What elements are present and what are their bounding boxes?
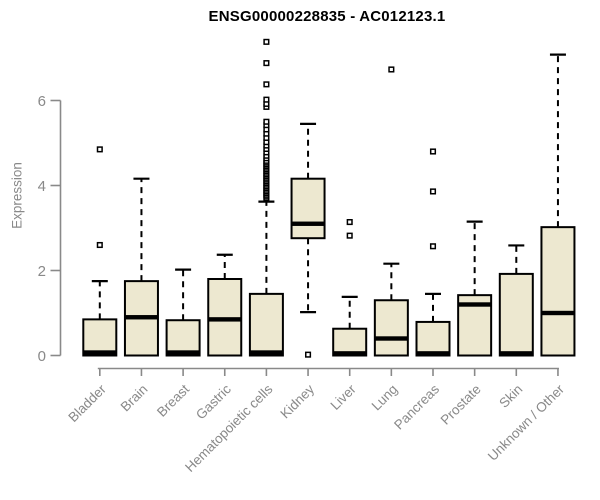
box-pancreas bbox=[415, 320, 451, 357]
x-category-label: Unknown / Other bbox=[485, 381, 568, 464]
x-category-label: Lung bbox=[369, 382, 401, 414]
x-category-label: Liver bbox=[328, 381, 360, 413]
outlier-point-liver bbox=[346, 232, 353, 239]
median-liver bbox=[333, 351, 367, 356]
x-category-label: Prostate bbox=[438, 382, 484, 428]
median-bladder bbox=[83, 350, 117, 355]
median-unknown-other bbox=[541, 310, 575, 316]
outlier-point-hematopoietic-cells bbox=[263, 118, 270, 125]
median-skin bbox=[499, 351, 533, 356]
x-category-label: Breast bbox=[154, 381, 192, 419]
outlier-point-pancreas bbox=[429, 148, 437, 155]
outlier-point-pancreas bbox=[429, 243, 437, 250]
outlier-point-kidney bbox=[305, 351, 312, 358]
median-lung bbox=[374, 336, 408, 341]
y-tick-label: 6 bbox=[38, 93, 46, 110]
y-tick-label: 2 bbox=[38, 263, 46, 280]
median-brain bbox=[124, 315, 158, 320]
outlier-point-hematopoietic-cells bbox=[263, 81, 270, 88]
y-tick-label: 0 bbox=[38, 348, 46, 365]
box-liver bbox=[332, 327, 368, 357]
box-kidney bbox=[290, 177, 326, 240]
median-prostate bbox=[458, 302, 492, 307]
median-hematopoietic-cells bbox=[249, 350, 283, 355]
x-category-label: Bladder bbox=[65, 381, 109, 425]
x-category-label: Pancreas bbox=[391, 381, 442, 432]
outlier-point-liver bbox=[346, 219, 353, 226]
outlier-point-bladder bbox=[96, 241, 103, 249]
median-gastric bbox=[208, 317, 242, 322]
box-unknown-other bbox=[540, 226, 576, 357]
outlier-point-hematopoietic-cells bbox=[263, 96, 270, 103]
outlier-point-pancreas bbox=[429, 188, 437, 195]
median-pancreas bbox=[416, 351, 450, 356]
x-category-label: Skin bbox=[496, 382, 525, 411]
x-category-label: Kidney bbox=[277, 381, 317, 421]
median-kidney bbox=[291, 221, 325, 226]
y-tick-label: 4 bbox=[38, 178, 46, 195]
outlier-point-lung bbox=[388, 66, 395, 73]
box-bladder bbox=[82, 318, 118, 357]
box-hematopoietic-cells bbox=[248, 292, 284, 357]
box-lung bbox=[373, 299, 409, 357]
x-category-label: Gastric bbox=[193, 381, 234, 422]
median-breast bbox=[166, 350, 200, 355]
chart-title: ENSG00000228835 - AC012123.1 bbox=[208, 8, 446, 25]
outlier-point-hematopoietic-cells bbox=[263, 38, 270, 45]
outlier-point-hematopoietic-cells bbox=[263, 60, 270, 67]
box-skin bbox=[498, 272, 534, 357]
outlier-point-bladder bbox=[96, 146, 103, 153]
box-breast bbox=[165, 319, 201, 357]
x-category-label: Brain bbox=[118, 382, 151, 415]
